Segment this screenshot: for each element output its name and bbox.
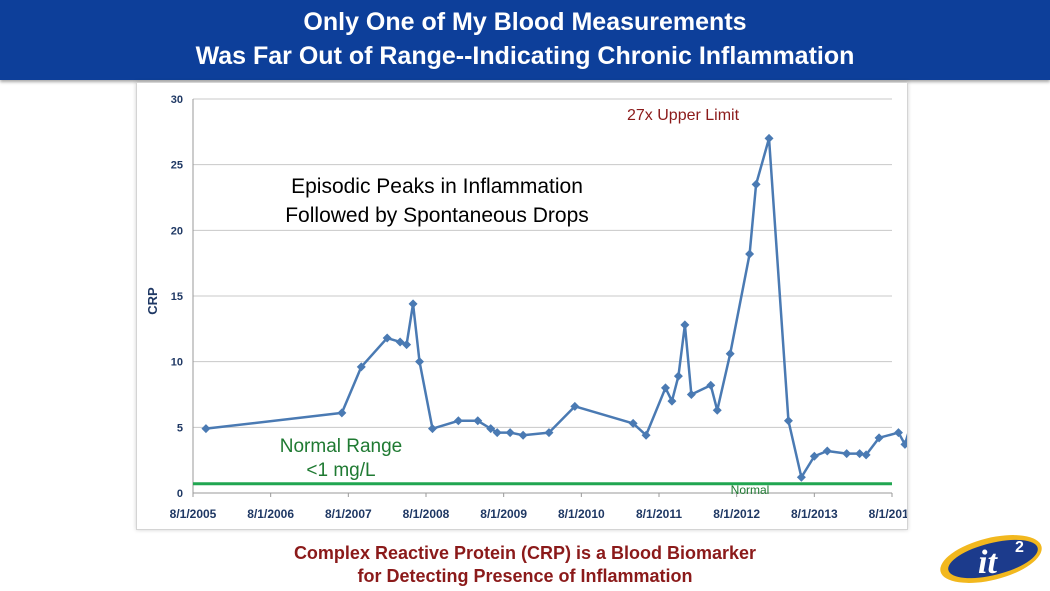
data-point bbox=[486, 424, 496, 434]
subtitle-line-1: Complex Reactive Protein (CRP) is a Bloo… bbox=[293, 543, 757, 563]
x-tick-labels: 8/1/2005 8/1/2006 8/1/2007 8/1/2008 8/1/2009… bbox=[170, 493, 907, 521]
data-point bbox=[395, 337, 405, 347]
data-point bbox=[686, 390, 696, 399]
data-point bbox=[544, 428, 554, 438]
data-point bbox=[356, 362, 366, 372]
data-point bbox=[382, 333, 392, 343]
logo-text: it bbox=[978, 544, 998, 581]
x-tick-label: 8/1/2005 bbox=[170, 507, 217, 521]
annotation-normal-range-line-2: <1 mg/L bbox=[306, 460, 375, 481]
annotation-upper-limit: 27x Upper Limit bbox=[627, 107, 740, 124]
logo-superscript: 2 bbox=[1015, 539, 1024, 556]
grid-lines bbox=[193, 98, 892, 494]
y-tick-label: 0 bbox=[177, 488, 183, 500]
title-line-1: Only One of My Blood Measurements bbox=[303, 8, 747, 36]
data-point bbox=[861, 450, 871, 460]
y-tick-labels: 0 5 10 15 20 25 30 bbox=[171, 94, 183, 500]
annotation-normal-range-line-1: Normal Range bbox=[280, 436, 403, 457]
y-tick-label: 15 bbox=[171, 291, 183, 303]
title-bar: Only One of My Blood Measurements Was Fa… bbox=[0, 0, 1050, 80]
data-point bbox=[518, 430, 528, 440]
data-point bbox=[660, 383, 670, 393]
normal-line-label: Normal bbox=[731, 483, 770, 497]
data-point bbox=[706, 380, 716, 390]
data-point bbox=[673, 371, 683, 381]
x-tick-label: 8/1/2009 bbox=[480, 507, 527, 521]
it2-logo: it 2 bbox=[935, 528, 1047, 591]
y-axis-label: CRP bbox=[145, 287, 160, 315]
data-point bbox=[505, 428, 515, 438]
x-tick-label: 8/1/2008 bbox=[403, 507, 450, 521]
annotation-episodic-line-2: Followed by Spontaneous Drops bbox=[285, 204, 589, 227]
y-tick-label: 5 bbox=[177, 422, 183, 434]
data-point bbox=[337, 408, 347, 418]
x-tick-label: 8/1/2012 bbox=[713, 507, 760, 521]
data-point bbox=[822, 446, 832, 456]
data-point bbox=[783, 416, 793, 426]
data-point bbox=[641, 430, 651, 440]
data-point bbox=[712, 405, 722, 415]
y-tick-label: 10 bbox=[171, 357, 183, 369]
x-tick-label: 8/1/2007 bbox=[325, 507, 372, 521]
data-point bbox=[427, 424, 437, 434]
subtitle-line-2: for Detecting Presence of Inflammation bbox=[357, 566, 693, 586]
data-point bbox=[402, 340, 412, 350]
data-point bbox=[900, 439, 907, 449]
data-point bbox=[855, 449, 865, 459]
data-point bbox=[764, 133, 774, 143]
data-point bbox=[453, 416, 463, 426]
data-point bbox=[492, 428, 502, 438]
y-tick-label: 20 bbox=[171, 225, 183, 237]
x-tick-label: 8/1/2006 bbox=[247, 507, 294, 521]
data-point bbox=[725, 349, 735, 359]
data-point bbox=[570, 401, 580, 411]
data-point bbox=[751, 179, 761, 189]
data-point bbox=[893, 428, 903, 438]
series-crp bbox=[201, 133, 907, 482]
data-point bbox=[667, 396, 677, 406]
title-line-2: Was Far Out of Range--Indicating Chronic… bbox=[195, 42, 855, 70]
chart-frame: 0 5 10 15 20 25 30 8/1/2005 8/1/2006 8/1/2007 8/1… bbox=[136, 82, 908, 530]
y-tick-label: 25 bbox=[171, 160, 183, 172]
x-tick-label: 8/1/2011 bbox=[636, 507, 682, 521]
data-point bbox=[628, 418, 638, 428]
x-tick-label: 8/1/2010 bbox=[558, 507, 605, 521]
data-point bbox=[201, 424, 211, 434]
data-point bbox=[680, 320, 690, 330]
data-point bbox=[842, 449, 852, 459]
y-tick-label: 30 bbox=[171, 94, 183, 106]
x-tick-label: 8/1/2014 bbox=[869, 507, 907, 521]
data-point bbox=[473, 416, 483, 426]
data-point bbox=[809, 451, 819, 461]
data-point bbox=[874, 433, 884, 443]
data-point bbox=[745, 249, 755, 259]
data-point bbox=[415, 357, 425, 367]
axes bbox=[192, 99, 892, 494]
x-tick-label: 8/1/2013 bbox=[791, 507, 838, 521]
data-point bbox=[408, 299, 418, 309]
data-point bbox=[796, 472, 806, 482]
annotation-episodic-line-1: Episodic Peaks in Inflammation bbox=[291, 175, 583, 198]
